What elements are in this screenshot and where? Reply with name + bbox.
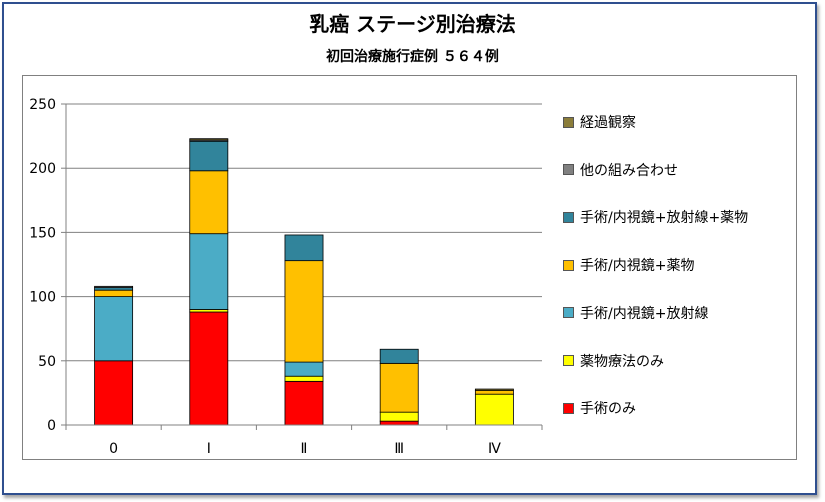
bar-segment: [379, 420, 419, 426]
y-tick-label: 0: [47, 418, 56, 434]
x-tick-label: Ⅳ: [488, 441, 501, 457]
x-tick-label: Ⅱ: [301, 441, 308, 457]
y-tick-labels: 0 50 100 150 200 250: [29, 97, 56, 434]
bar-segment: [189, 140, 229, 172]
bar-segment: [189, 233, 229, 310]
bar-segment: [284, 260, 324, 363]
bar-segment: [94, 285, 134, 289]
chart-subtitle: 初回治療施行症例 ５６４例: [326, 49, 499, 65]
bar-segment: [284, 375, 324, 382]
legend-item: 手術/内視鏡+薬物: [563, 255, 694, 275]
bar-segment: [474, 388, 514, 391]
y-tick-label: 100: [29, 290, 56, 306]
bar-segment: [379, 362, 419, 413]
legend-label: 手術のみ: [580, 401, 636, 418]
legend-label: 手術/内視鏡+薬物: [580, 258, 695, 275]
bar-segment: [189, 138, 229, 141]
bar-segment: [94, 296, 134, 362]
bar-segment: [284, 380, 324, 426]
legend-item: 他の組み合わせ: [563, 160, 678, 180]
legend-item: 手術/内視鏡+放射線: [563, 303, 708, 323]
x-tick-label: 0: [109, 441, 118, 457]
axes: [65, 104, 543, 430]
x-tick-label: Ⅲ: [394, 441, 404, 457]
legend-swatch: [563, 402, 574, 414]
legend-item: 手術のみ: [563, 398, 636, 418]
bar-segment: [189, 311, 229, 426]
bar-segment: [474, 389, 514, 395]
bar-segment: [284, 234, 324, 262]
legend-swatch: [563, 211, 574, 223]
legend-label: 手術/内視鏡+放射線: [580, 305, 709, 322]
legend-label: 他の組み合わせ: [580, 162, 678, 179]
y-tick-label: 250: [29, 97, 56, 113]
y-tick-label: 200: [29, 161, 56, 177]
bar-segment: [94, 360, 134, 426]
bar-segment: [379, 411, 419, 422]
legend-swatch: [563, 259, 574, 271]
chart-title: 乳癌 ステージ別治療法: [309, 12, 516, 36]
legend-swatch: [563, 355, 574, 366]
legend-swatch: [563, 307, 574, 319]
bar-segment: [379, 348, 419, 364]
bar-segment: [94, 289, 134, 297]
legend-label: 薬物療法のみ: [580, 353, 664, 370]
legend-label: 経過観察: [580, 115, 636, 131]
legend-item: 経過観察: [563, 112, 636, 132]
plot-area-border: [22, 75, 797, 460]
legend-swatch: [563, 116, 574, 128]
legend-item: 手術/内視鏡+放射線+薬物: [563, 207, 748, 227]
bar-segment: [284, 361, 324, 377]
y-tick-label: 150: [29, 225, 56, 241]
y-tick-label: 50: [38, 354, 56, 370]
bars: [94, 138, 514, 426]
x-tick-label: Ⅰ: [207, 441, 211, 457]
legend-item: 薬物療法のみ: [563, 351, 664, 371]
bar-segment: [474, 393, 514, 426]
x-tick-labels: 0 Ⅰ Ⅱ Ⅲ Ⅳ: [109, 441, 501, 457]
legend-swatch: [563, 164, 574, 176]
bar-segment: [189, 170, 229, 235]
legend-label: 手術/内視鏡+放射線+薬物: [580, 210, 749, 227]
